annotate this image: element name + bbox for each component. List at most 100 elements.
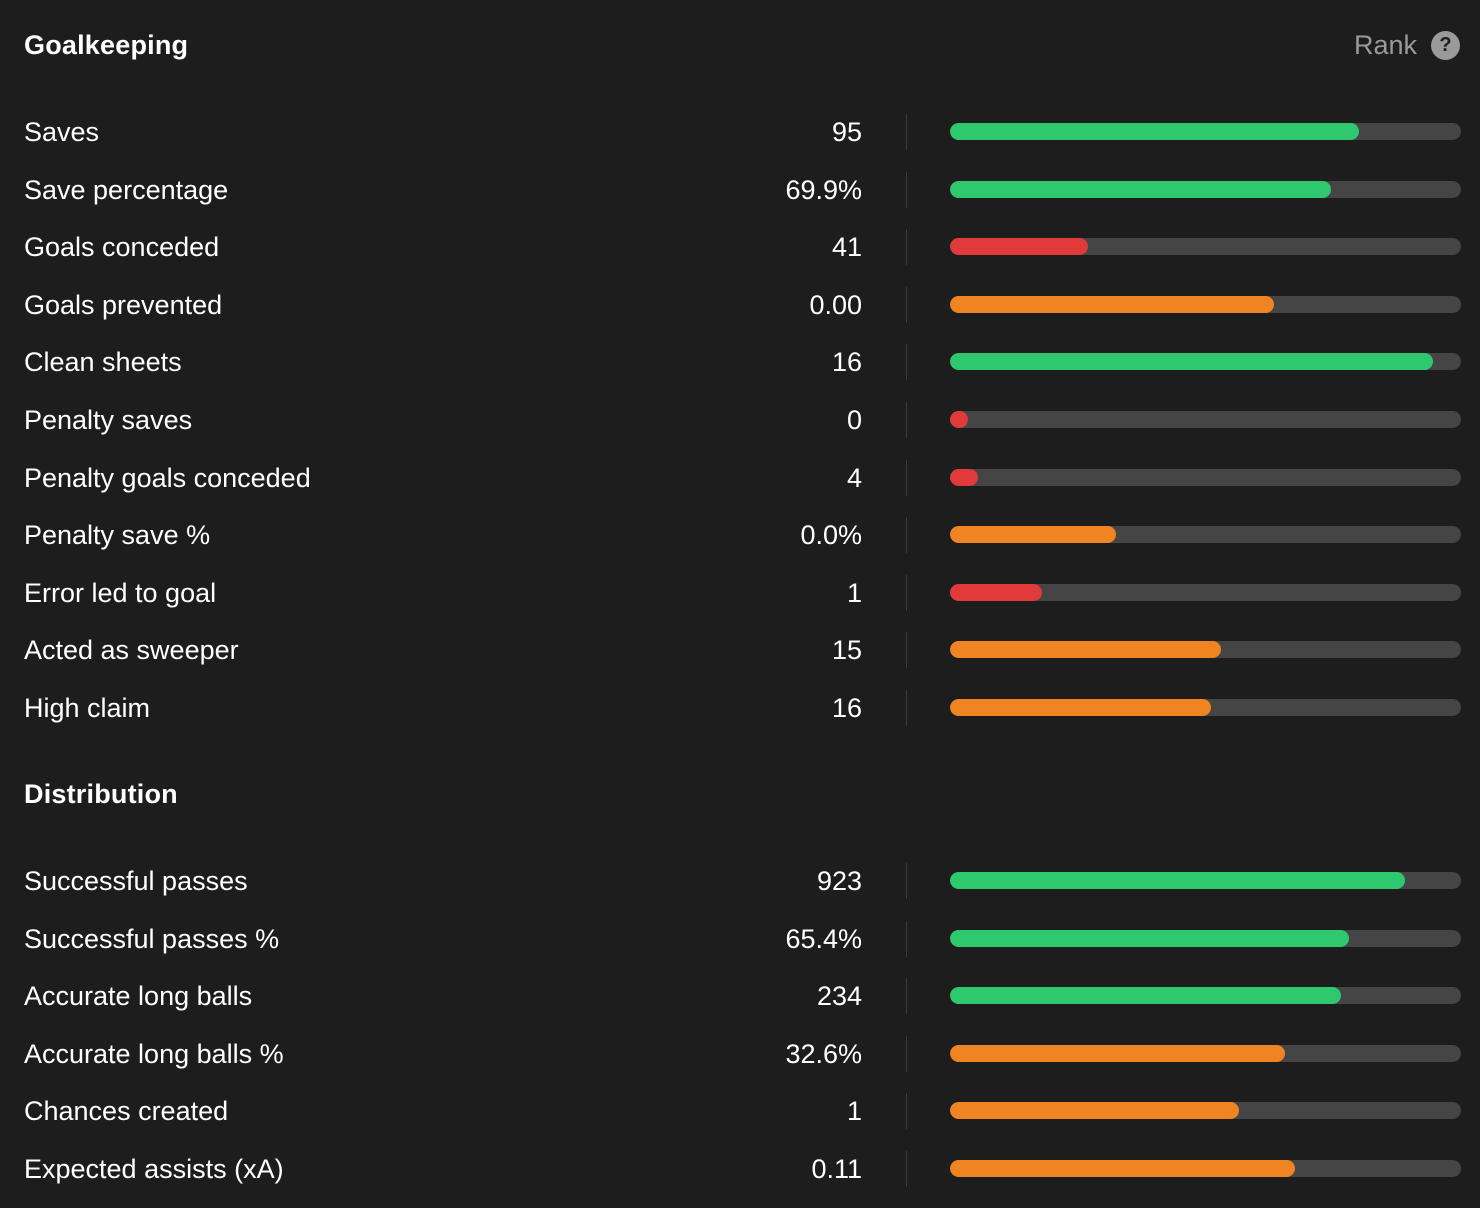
stat-value: 923 xyxy=(816,866,862,896)
stat-label: Penalty goals conceded xyxy=(24,462,311,493)
stat-value: 1 xyxy=(846,577,862,608)
section-header-goalkeeping: Goalkeeping Rank ? xyxy=(24,25,1460,65)
stat-row: Saves 95 xyxy=(0,112,1480,152)
row-divider xyxy=(906,574,907,611)
section-title: Distribution xyxy=(24,778,178,809)
stat-label: Successful passes xyxy=(24,866,248,896)
stat-row: High claim 16 xyxy=(0,688,1480,728)
row-divider xyxy=(906,229,907,266)
stat-row: Penalty saves 0 xyxy=(0,400,1480,440)
stat-value: 0.00 xyxy=(809,289,862,320)
stat-row: Accurate long balls 234 xyxy=(0,976,1480,1016)
row-divider xyxy=(906,286,907,323)
stat-row: Accurate long balls % 32.6% xyxy=(0,1034,1480,1074)
rank-bar-track xyxy=(950,468,1461,486)
row-divider xyxy=(906,1151,907,1187)
rank-bar-fill xyxy=(950,1044,1285,1062)
rank-bar-track xyxy=(950,238,1461,256)
stat-row: Penalty save % 0.0% xyxy=(0,515,1480,555)
stat-label: Acted as sweeper xyxy=(24,635,239,666)
row-divider xyxy=(906,459,907,496)
stat-value: 0.11 xyxy=(811,1154,862,1184)
rank-bar-track xyxy=(950,526,1461,544)
rank-bar-fill xyxy=(950,1102,1239,1120)
stat-label: Penalty saves xyxy=(24,405,193,435)
stat-row: Chances created 1 xyxy=(0,1091,1480,1131)
stat-row: Successful passes % 65.4% xyxy=(0,919,1480,959)
stat-value: 234 xyxy=(816,981,862,1012)
row-divider xyxy=(906,920,907,957)
rank-bar-track xyxy=(950,987,1461,1005)
rank-bar-track xyxy=(950,641,1461,659)
rank-bar-track xyxy=(950,929,1461,947)
rank-bar-fill xyxy=(950,872,1405,889)
stat-label: Accurate long balls xyxy=(24,981,253,1012)
stat-label: Save percentage xyxy=(24,174,229,205)
rank-bar-fill xyxy=(950,987,1341,1005)
row-divider xyxy=(906,171,907,208)
stat-row: Clean sheets 16 xyxy=(0,342,1480,382)
stat-label: Successful passes % xyxy=(24,923,280,954)
rank-bar-track xyxy=(950,353,1461,371)
rank-bar-track xyxy=(950,699,1461,716)
rank-bar-track xyxy=(950,1044,1461,1062)
stat-label: High claim xyxy=(24,693,151,723)
rank-bar-track xyxy=(950,411,1461,428)
stat-row: Error led to goal 1 xyxy=(0,573,1480,613)
stat-value: 41 xyxy=(831,232,862,263)
rank-header: Rank ? xyxy=(1354,30,1460,61)
stat-label: Penalty save % xyxy=(24,520,211,551)
row-divider xyxy=(906,517,907,554)
rank-bar-fill xyxy=(950,468,979,486)
stat-value: 95 xyxy=(831,117,862,147)
stat-label: Saves xyxy=(24,117,100,147)
stat-row: Goals prevented 0.00 xyxy=(0,285,1480,325)
stat-label: Error led to goal xyxy=(24,577,217,608)
stat-value: 4 xyxy=(846,462,862,493)
rank-label: Rank xyxy=(1353,29,1417,60)
row-divider xyxy=(906,1035,907,1072)
stat-label: Goals conceded xyxy=(24,232,220,263)
rank-bar-fill xyxy=(950,641,1221,659)
stat-value: 0.0% xyxy=(800,520,862,551)
rank-bar-fill xyxy=(950,929,1349,947)
rank-bar-track xyxy=(950,123,1461,140)
stat-label: Accurate long balls % xyxy=(24,1038,284,1069)
rank-bar-fill xyxy=(950,123,1359,140)
row-divider xyxy=(906,632,907,669)
row-divider xyxy=(906,978,907,1015)
section-title: Goalkeeping xyxy=(24,29,189,60)
stat-row: Expected assists (xA) 0.11 xyxy=(0,1149,1480,1189)
row-divider xyxy=(906,402,907,438)
stat-label: Clean sheets xyxy=(24,347,182,378)
help-icon[interactable]: ? xyxy=(1431,30,1460,60)
stat-value: 16 xyxy=(831,693,862,723)
rank-bar-track xyxy=(950,1102,1461,1120)
stat-value: 15 xyxy=(831,635,862,666)
row-divider xyxy=(906,690,907,726)
stat-row: Penalty goals conceded 4 xyxy=(0,458,1480,498)
row-divider xyxy=(906,863,907,899)
rank-bar-track xyxy=(950,1160,1461,1177)
stat-value: 69.9% xyxy=(785,174,862,205)
stat-value: 16 xyxy=(831,347,862,378)
stat-row: Goals conceded 41 xyxy=(0,227,1480,267)
rank-bar-fill xyxy=(950,699,1211,716)
stat-value: 1 xyxy=(846,1096,862,1127)
rank-bar-fill xyxy=(950,526,1117,544)
rank-bar-fill xyxy=(950,180,1331,198)
stat-value: 0 xyxy=(846,405,862,435)
stat-label: Chances created xyxy=(24,1096,229,1127)
rank-bar-fill xyxy=(950,353,1433,371)
stat-row: Save percentage 69.9% xyxy=(0,170,1480,210)
stat-row: Successful passes 923 xyxy=(0,861,1480,901)
section-header-distribution: Distribution xyxy=(24,774,1460,814)
rank-bar-fill xyxy=(950,238,1088,256)
stat-value: 32.6% xyxy=(785,1038,862,1069)
stat-label: Goals prevented xyxy=(24,289,223,320)
rank-bar-fill xyxy=(950,295,1275,313)
rank-bar-track xyxy=(950,180,1461,198)
stat-label: Expected assists (xA) xyxy=(24,1154,284,1184)
row-divider xyxy=(906,1093,907,1130)
rank-bar-track xyxy=(950,583,1461,601)
